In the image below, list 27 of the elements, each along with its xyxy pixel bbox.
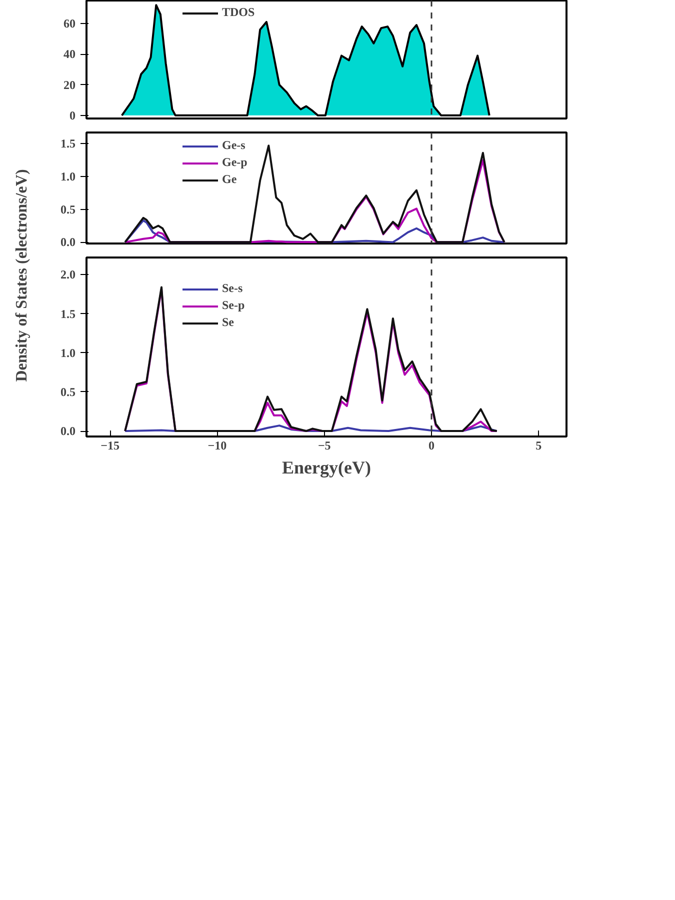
y-tick-label: 0.0 [60, 424, 76, 438]
legend-label: Ge-s [222, 138, 246, 153]
legend-label: Se-s [222, 281, 243, 296]
x-tick-label: −10 [208, 438, 227, 452]
y-tick-label: 60 [64, 16, 76, 30]
x-tick-label: 5 [536, 438, 542, 452]
y-axis-title: Density of States (electrons/eV) [14, 169, 31, 382]
y-tick-label: 0.5 [60, 202, 76, 216]
y-tick-label: 1.0 [60, 346, 76, 360]
y-tick-label: 20 [64, 78, 76, 92]
x-tick-label: −5 [318, 438, 331, 452]
y-tick-label: 2.0 [60, 268, 76, 282]
y-tick-label: 0.0 [60, 235, 76, 250]
y-tick-label: 0 [70, 108, 76, 122]
y-tick-label: 0.5 [60, 384, 76, 399]
legend-label: Se-p [222, 298, 245, 313]
y-tick-label: 1.5 [60, 136, 76, 151]
legend-label: TDOS [222, 5, 255, 20]
legend-label: Ge [222, 172, 238, 187]
legend-label: Ge-p [222, 155, 248, 170]
x-tick-label: −15 [100, 438, 120, 452]
y-tick-label: 1.5 [60, 306, 76, 321]
x-tick-label: 0 [428, 438, 434, 452]
y-tick-label: 40 [64, 47, 76, 62]
legend-label: Se [222, 315, 235, 330]
x-axis-title: Energy(eV) [282, 458, 371, 478]
y-tick-label: 1.0 [60, 170, 76, 184]
